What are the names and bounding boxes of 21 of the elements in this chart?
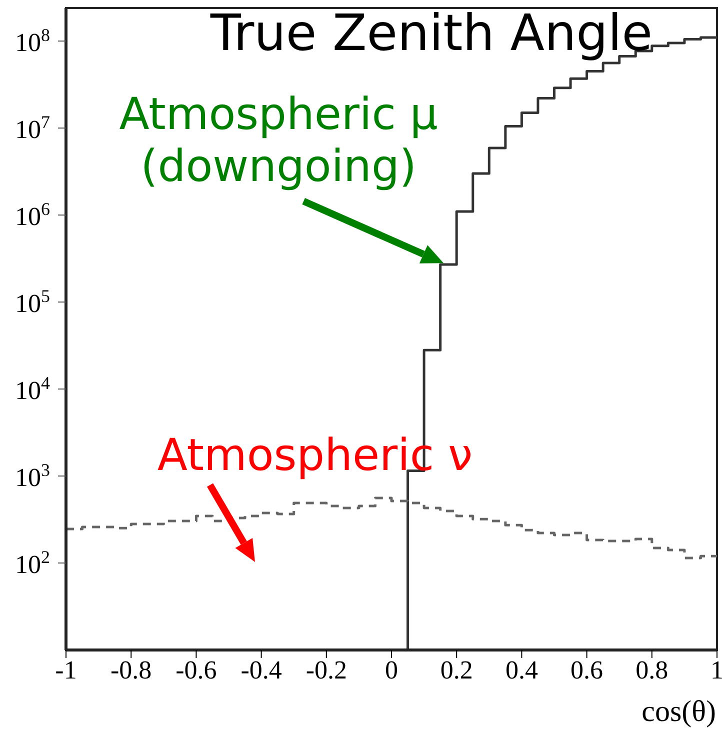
x-tick-label: -0.6 xyxy=(176,655,217,684)
y-tick-label: 10$^{2}$ xyxy=(15,547,50,580)
x-tick-label: 1 xyxy=(710,655,722,684)
x-axis-title: cos(θ) xyxy=(642,695,716,729)
x-tick-label: 0.4 xyxy=(505,655,538,684)
x-tick-label: 0.8 xyxy=(636,655,668,684)
x-tick-label: 0.6 xyxy=(570,655,604,684)
x-tick-label: -0.2 xyxy=(306,655,347,684)
annotation: Atmospheric μ (downgoing) xyxy=(118,89,439,194)
x-tick-label: 0.2 xyxy=(440,655,473,684)
y-tick-label: 10$^{8}$ xyxy=(15,25,50,58)
y-tick-label: 10$^{7}$ xyxy=(15,112,50,144)
x-tick-label: 0 xyxy=(385,655,398,684)
x-tick-label: -1 xyxy=(55,655,77,684)
y-tick-label: 10$^{6}$ xyxy=(15,199,50,232)
y-tick-label: 10$^{5}$ xyxy=(15,286,50,318)
x-tick-label: -0.8 xyxy=(110,655,152,684)
y-tick-label: 10$^{3}$ xyxy=(15,460,50,492)
x-tick-label: -0.4 xyxy=(240,655,282,684)
y-tick-label: 10$^{4}$ xyxy=(15,373,50,406)
chart-title: True Zenith Angle xyxy=(209,4,654,62)
